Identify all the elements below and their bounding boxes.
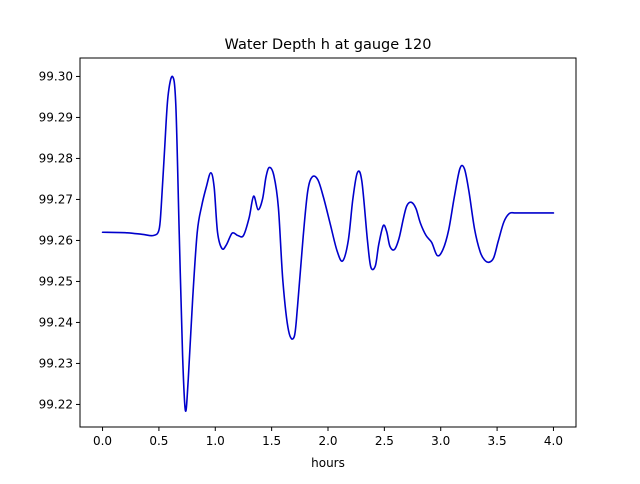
plot-area-background <box>80 58 576 427</box>
y-tick-label: 99.30 <box>39 69 73 83</box>
x-tick-label: 3.0 <box>431 434 450 448</box>
y-tick-label: 99.24 <box>39 315 73 329</box>
y-axis-ticks: 99.22 99.23 99.24 99.25 99.26 99.27 99.28 99.29… <box>39 69 80 411</box>
x-tick-label: 3.5 <box>488 434 507 448</box>
y-tick-label: 99.29 <box>39 110 73 124</box>
chart-title: Water Depth h at gauge 120 <box>225 37 432 53</box>
y-tick-label: 99.27 <box>39 192 73 206</box>
y-tick-label: 99.23 <box>39 356 73 370</box>
x-axis-ticks: 0.0 0.5 1.0 1.5 2.0 2.5 3.0 3.5 4.0 <box>93 427 563 448</box>
x-tick-label: 0.5 <box>149 434 168 448</box>
y-tick-label: 99.28 <box>39 151 73 165</box>
x-axis-label: hours <box>311 456 345 470</box>
y-tick-label: 99.25 <box>39 274 73 288</box>
x-tick-label: 2.5 <box>375 434 394 448</box>
x-tick-label: 2.0 <box>318 434 337 448</box>
series-line-0 <box>101 75 555 413</box>
x-tick-label: 1.5 <box>262 434 281 448</box>
x-tick-label: 4.0 <box>544 434 563 448</box>
series-layer <box>101 75 555 413</box>
x-tick-label: 1.0 <box>206 434 225 448</box>
y-tick-label: 99.26 <box>39 233 73 247</box>
x-tick-label: 0.0 <box>93 434 112 448</box>
y-tick-label: 99.22 <box>39 397 73 411</box>
